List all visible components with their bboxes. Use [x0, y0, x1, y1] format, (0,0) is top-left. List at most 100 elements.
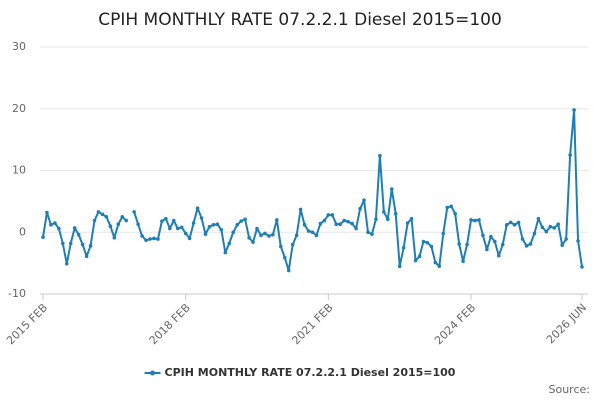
data-point: [354, 226, 358, 231]
source: Source:: [549, 383, 591, 396]
data-point: [350, 221, 354, 226]
data-point: [405, 221, 410, 225]
data-point: [80, 242, 85, 247]
data-point: [330, 213, 335, 217]
data-point: [334, 222, 339, 227]
data-point: [140, 234, 144, 238]
data-point: [275, 218, 279, 222]
legend-marker: [150, 370, 156, 376]
data-point: [164, 216, 168, 221]
data-point: [306, 229, 311, 233]
data-point: [179, 225, 184, 230]
data-point: [556, 222, 561, 227]
data-point: [41, 235, 45, 239]
data-point: [219, 227, 224, 232]
data-point: [271, 232, 275, 237]
data-point: [552, 226, 557, 230]
data-point: [437, 264, 442, 269]
x-tick-label: 2018 FEB: [147, 301, 193, 347]
data-point: [326, 213, 331, 217]
data-point: [358, 206, 362, 211]
data-point: [544, 229, 549, 234]
data-point: [465, 242, 469, 247]
data-point: [366, 230, 370, 235]
data-point: [457, 242, 461, 246]
data-point: [298, 207, 303, 212]
data-point: [96, 210, 101, 214]
data-point: [148, 237, 152, 241]
data-point: [429, 244, 434, 249]
y-tick-label: 30: [12, 40, 26, 53]
data-point: [282, 255, 287, 260]
data-point: [144, 238, 148, 243]
x-tick-label: 2024 FEB: [432, 301, 478, 347]
data-point: [112, 236, 117, 240]
data-point: [267, 234, 271, 238]
data-point: [346, 219, 350, 224]
data-point: [374, 217, 378, 222]
data-point: [528, 242, 533, 246]
data-point: [207, 224, 212, 229]
data-point: [263, 231, 267, 236]
data-point: [576, 239, 580, 243]
data-point: [512, 223, 517, 227]
data-point: [132, 210, 136, 214]
legend: CPIH MONTHLY RATE 07.2.2.1 Diesel 2015=1…: [144, 366, 456, 379]
data-point: [318, 221, 323, 226]
data-point: [572, 108, 576, 112]
data-point: [441, 231, 446, 236]
data-point: [49, 223, 53, 227]
data-point: [57, 226, 61, 231]
data-point: [152, 236, 156, 241]
data-point: [461, 259, 465, 264]
data-point: [108, 224, 113, 228]
data-point: [243, 217, 247, 222]
data-point: [540, 225, 545, 230]
data-point: [53, 221, 57, 225]
data-point: [397, 264, 402, 269]
data-point: [425, 240, 430, 245]
data-point: [489, 234, 493, 239]
data-point: [211, 223, 216, 227]
y-tick-label: 10: [12, 164, 26, 177]
data-point: [116, 222, 121, 227]
data-point: [235, 223, 239, 227]
data-point: [413, 258, 418, 263]
data-point: [199, 216, 204, 220]
data-point: [564, 237, 568, 241]
data-point: [168, 226, 172, 231]
data-point: [203, 232, 208, 236]
data-point: [568, 153, 572, 157]
data-point: [378, 153, 382, 158]
data-point: [500, 242, 505, 247]
data-point: [136, 222, 140, 227]
data-point: [215, 222, 220, 227]
data-point: [84, 254, 89, 259]
data-point: [382, 210, 386, 214]
y-tick-label: 0: [19, 225, 26, 238]
data-point: [580, 265, 584, 269]
data-point: [76, 232, 81, 237]
x-tick-label: 2021 FEB: [289, 301, 335, 347]
data-point: [417, 254, 422, 259]
x-tick-label: 2015 FEB: [4, 301, 50, 347]
data-point: [469, 218, 473, 222]
data-point: [493, 239, 497, 244]
data-point: [104, 215, 109, 219]
x-tick-label: 2026 JUN: [544, 301, 589, 346]
data-point: [481, 233, 485, 238]
data-point: [560, 243, 564, 248]
data-point: [100, 212, 105, 217]
y-tick-label: -10: [8, 287, 26, 300]
data-point: [255, 226, 259, 231]
data-point: [278, 244, 283, 249]
data-point: [231, 230, 236, 235]
data-point: [536, 216, 541, 221]
data-point: [290, 242, 295, 247]
data-point: [520, 237, 525, 241]
data-point: [239, 219, 243, 223]
data-point: [548, 224, 553, 229]
data-point: [72, 226, 77, 230]
data-point: [532, 231, 537, 236]
data-point: [421, 239, 426, 244]
